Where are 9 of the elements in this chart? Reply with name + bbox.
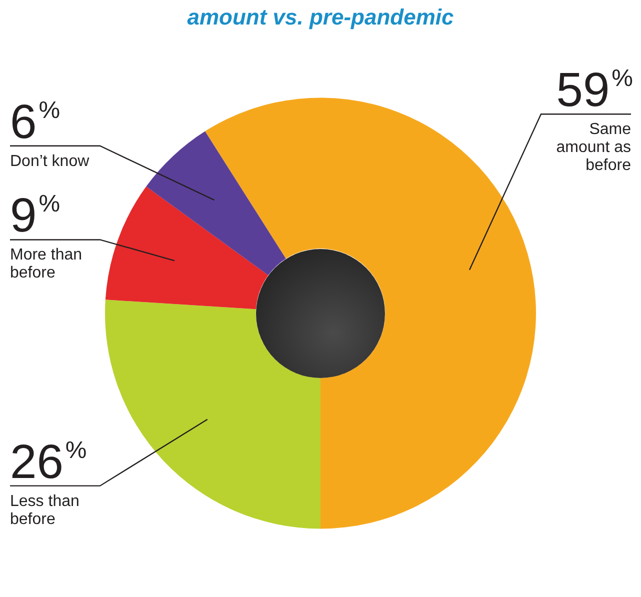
slice-label: More than before: [10, 246, 82, 282]
chart-title: amount vs. pre-pandemic: [187, 4, 454, 30]
slice-label: Don’t know: [10, 152, 90, 170]
data-label: 9%: [10, 190, 60, 243]
data-label: 59%: [556, 64, 634, 118]
slice-label: Less than before: [10, 492, 80, 528]
data-label: 6%: [10, 96, 60, 149]
data-label: 26%: [10, 436, 87, 489]
slice-label: Same amount as before: [556, 121, 632, 174]
